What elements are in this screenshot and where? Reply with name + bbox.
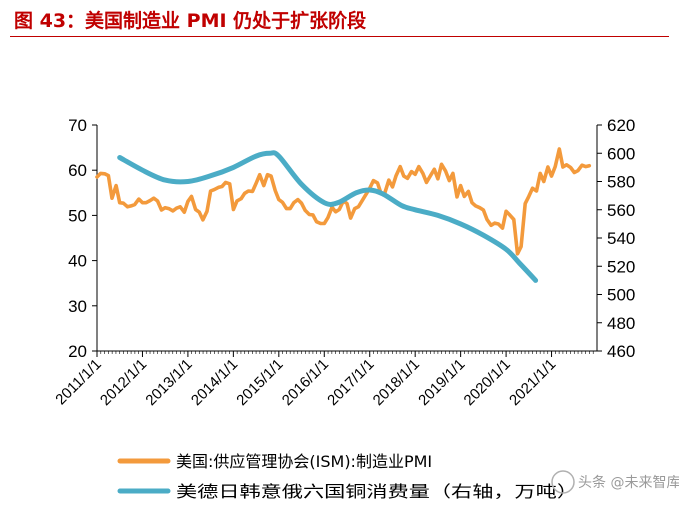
x-tick-label: 2013/1/1 (142, 356, 195, 409)
x-tick-label: 2012/1/1 (97, 356, 150, 409)
x-tick-label: 2020/1/1 (461, 356, 514, 409)
chart-tick-labels: 20 30 40 50 60 70 460 480 500 520 540 560 580 600 620 2… (52, 116, 635, 409)
y-right-tick-label: 480 (607, 314, 635, 333)
y-left-tick-label: 20 (68, 342, 87, 361)
x-tick-label: 2016/1/1 (279, 356, 332, 409)
legend-label-pmi: 美国:供应管理协会(ISM):制造业PMI (176, 452, 432, 471)
wechat-icon (551, 470, 575, 494)
watermark-text: 头条 @未来智库 (578, 474, 679, 491)
y-right-tick-label: 580 (607, 173, 635, 192)
x-tick-label: 2021/1/1 (506, 356, 559, 409)
legend: 美国:供应管理协会(ISM):制造业PMI 美德日韩意俄六国铜消费量（右轴，万吨… (117, 452, 578, 501)
chart-title: 图 43：美国制造业 PMI 仍处于扩张阶段 (14, 10, 367, 32)
title-underline (10, 36, 669, 37)
x-tick-label: 2011/1/1 (52, 356, 105, 409)
x-tick-label: 2019/1/1 (415, 356, 468, 409)
chart-series (95, 147, 592, 283)
series-line-copper (117, 150, 539, 283)
y-left-tick-label: 60 (68, 161, 87, 180)
y-right-tick-label: 600 (607, 144, 635, 163)
x-tick-label: 2018/1/1 (370, 356, 423, 409)
y-right-tick-label: 620 (607, 116, 635, 135)
x-tick-label: 2014/1/1 (188, 356, 241, 409)
y-left-tick-label: 30 (68, 297, 87, 316)
y-right-tick-label: 540 (607, 229, 635, 248)
y-right-tick-label: 520 (607, 257, 635, 276)
y-right-tick-label: 560 (607, 201, 635, 220)
watermark: 头条 @未来智库 (551, 470, 679, 494)
x-tick-label: 2015/1/1 (233, 356, 286, 409)
y-right-tick-label: 500 (607, 286, 635, 305)
x-tick-label: 2017/1/1 (324, 356, 377, 409)
y-left-tick-label: 40 (68, 252, 87, 271)
y-left-tick-label: 70 (68, 116, 87, 135)
chart-axes (92, 124, 602, 357)
legend-label-copper: 美德日韩意俄六国铜消费量（右轴，万吨） (176, 482, 578, 501)
y-left-tick-label: 50 (68, 206, 87, 225)
y-right-tick-label: 460 (607, 342, 635, 361)
